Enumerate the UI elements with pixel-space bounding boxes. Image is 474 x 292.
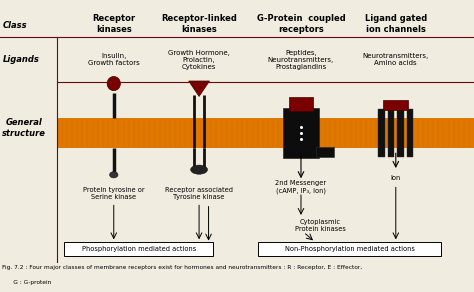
- Text: Fig. 7.2 : Four major classes of membrane receptors exist for hormones and neuro: Fig. 7.2 : Four major classes of membran…: [2, 265, 363, 270]
- Bar: [258, 242, 441, 256]
- Text: Ion: Ion: [391, 175, 401, 181]
- Bar: [283, 108, 319, 158]
- Bar: [378, 109, 384, 157]
- Ellipse shape: [109, 172, 118, 178]
- Bar: [289, 97, 313, 111]
- Text: Ligand gated
ion channels: Ligand gated ion channels: [365, 14, 427, 34]
- Text: Receptor associated
Tyrosine kinase: Receptor associated Tyrosine kinase: [165, 187, 233, 200]
- Text: Class: Class: [2, 21, 27, 29]
- Bar: [397, 109, 403, 157]
- Ellipse shape: [107, 77, 120, 91]
- Text: Receptor
kinases: Receptor kinases: [92, 14, 135, 34]
- Text: Receptor-linked
kinases: Receptor-linked kinases: [161, 14, 237, 34]
- Bar: [57, 118, 474, 148]
- Text: G : G-protein: G : G-protein: [2, 279, 52, 284]
- Text: Growth Hormone,
Prolactin,
Cytokines: Growth Hormone, Prolactin, Cytokines: [168, 50, 230, 70]
- Bar: [388, 109, 394, 157]
- Bar: [64, 242, 213, 256]
- Polygon shape: [189, 81, 210, 96]
- Text: General
structure: General structure: [2, 118, 46, 138]
- Text: Protein tyrosine or
Serine kinase: Protein tyrosine or Serine kinase: [83, 187, 145, 200]
- Bar: [316, 147, 334, 157]
- Text: Insulin,
Growth factors: Insulin, Growth factors: [88, 53, 140, 66]
- Text: Phosphorylation mediated actions: Phosphorylation mediated actions: [82, 246, 196, 252]
- Text: Cytoplasmic
Protein kinases: Cytoplasmic Protein kinases: [294, 219, 346, 232]
- Bar: [407, 109, 413, 157]
- Text: G-Protein  coupled
receptors: G-Protein coupled receptors: [256, 14, 346, 34]
- Text: 2nd Messenger
(cAMP, IP₃, Ion): 2nd Messenger (cAMP, IP₃, Ion): [275, 180, 327, 194]
- Text: Ligands: Ligands: [2, 55, 39, 64]
- Circle shape: [191, 165, 208, 174]
- Text: Neurotransmitters,
Amino acids: Neurotransmitters, Amino acids: [363, 53, 429, 66]
- Bar: [383, 100, 408, 110]
- Text: Non-Phosphorylation mediated actions: Non-Phosphorylation mediated actions: [285, 246, 414, 252]
- Text: Peptides,
Neurotransmitters,
Prostaglandins: Peptides, Neurotransmitters, Prostagland…: [268, 50, 334, 70]
